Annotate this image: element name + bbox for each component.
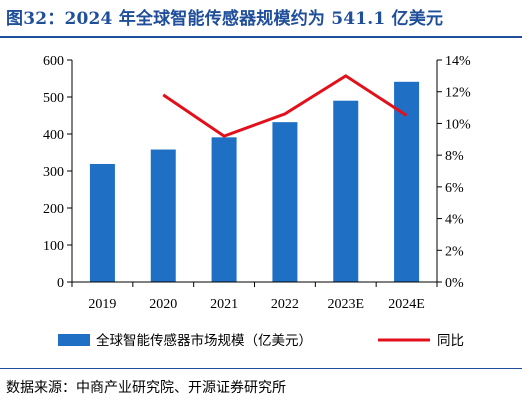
- source-divider: [0, 368, 522, 369]
- left-axis-tick-label: 100: [43, 239, 64, 254]
- bar: [211, 137, 237, 282]
- bar: [272, 122, 298, 282]
- x-axis-tick-label: 2023E: [327, 297, 364, 312]
- right-axis-tick-label: 10%: [445, 117, 471, 132]
- left-axis-tick-label: 600: [43, 54, 64, 69]
- right-axis-tick-label: 0%: [445, 276, 464, 291]
- x-axis-tick-label: 2024E: [388, 297, 425, 312]
- right-axis-tick-label: 4%: [445, 213, 464, 228]
- left-axis-tick-label: 200: [43, 202, 64, 217]
- left-axis-tick-label: 400: [43, 128, 64, 143]
- legend-line-label: 同比: [437, 333, 464, 349]
- left-y-axis: 0 100 200 300 400 500 600: [43, 54, 73, 291]
- x-axis-tick-label: 2021: [210, 297, 238, 312]
- right-axis-tick-label: 8%: [445, 149, 464, 164]
- right-axis-tick-label: 12%: [445, 86, 471, 101]
- right-axis-tick-label: 14%: [445, 54, 471, 69]
- legend-bar-label: 全球智能传感器市场规模（亿美元）: [96, 332, 312, 349]
- line-series: [162, 74, 408, 138]
- data-source: 数据来源：中商产业研究院、开源证券研究所: [6, 380, 286, 396]
- bar: [89, 163, 115, 282]
- chart-title: 图32：2024 年全球智能传感器规模约为 541.1 亿美元: [6, 9, 444, 29]
- left-axis-tick-label: 500: [43, 91, 64, 106]
- title-divider: [0, 36, 522, 38]
- bar: [150, 149, 176, 282]
- x-axis-tick-label: 2022: [271, 297, 299, 312]
- right-y-axis: 0% 2% 4% 6% 8% 10% 12% 14%: [436, 54, 471, 291]
- bar-series: [89, 81, 420, 282]
- x-axis: 2019 2020 2021 2022 2023E 2024E: [71, 281, 438, 312]
- right-axis-tick-label: 2%: [445, 244, 464, 259]
- x-axis-tick-label: 2019: [88, 297, 116, 312]
- x-axis-tick-label: 2020: [149, 297, 177, 312]
- legend-bar-swatch: [58, 334, 90, 346]
- bar: [333, 100, 359, 282]
- left-axis-tick-label: 300: [43, 165, 64, 180]
- bar: [394, 81, 420, 282]
- right-axis-tick-label: 6%: [445, 181, 464, 196]
- left-axis-tick-label: 0: [57, 276, 64, 291]
- legend: 全球智能传感器市场规模（亿美元） 同比: [58, 332, 464, 349]
